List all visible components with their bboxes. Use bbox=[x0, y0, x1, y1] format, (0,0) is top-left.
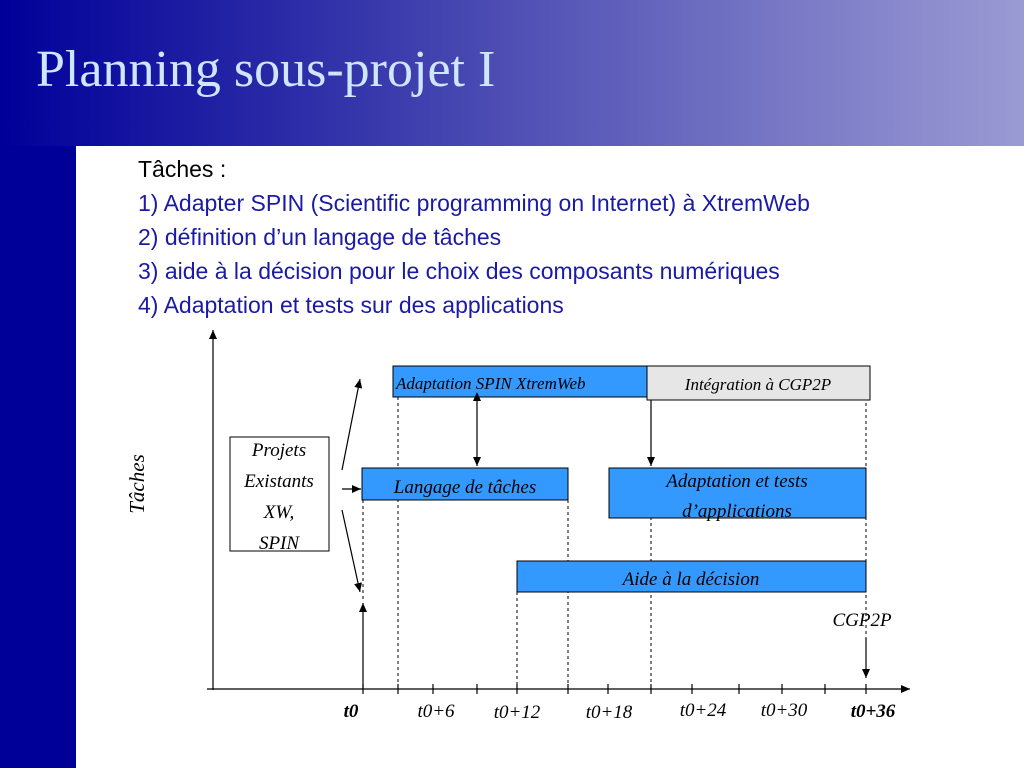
time-label-t0: t0 bbox=[344, 701, 359, 722]
time-label-t0-12: t0+12 bbox=[494, 702, 541, 723]
arrow-to-spin bbox=[341, 378, 363, 471]
task-item-1: 1) Adapter SPIN (Scientific programming … bbox=[138, 190, 810, 216]
bar-adaptation-spin-label: Adaptation SPIN XtremWeb bbox=[395, 374, 586, 393]
title-banner bbox=[0, 0, 1024, 146]
bar-adaptation-spin bbox=[392, 365, 652, 398]
task-list-heading: Tâches : bbox=[138, 156, 227, 182]
time-label-t0-6: t0+6 bbox=[417, 701, 455, 722]
bar-langage-taches-label: Langage de tâches bbox=[393, 477, 536, 498]
milestone-cgp2p-label: CGP2P bbox=[832, 610, 892, 631]
arrow-to-aide bbox=[341, 509, 362, 593]
task-item-4: 4) Adaptation et tests sur des applicati… bbox=[138, 292, 564, 318]
task-list: Tâches : 1) Adapter SPIN (Scientific pro… bbox=[138, 152, 810, 322]
existing-projects-line-2: Existants bbox=[243, 471, 314, 492]
y-axis-label: Tâches bbox=[125, 454, 149, 514]
slide-title: Planning sous-projet I bbox=[36, 41, 496, 98]
existing-projects-line-3: XW, bbox=[263, 502, 294, 523]
time-label-t0-18: t0+18 bbox=[586, 702, 633, 723]
task-item-3: 3) aide à la décision pour le choix des … bbox=[138, 258, 780, 284]
task-item-2: 2) définition d’un langage de tâches bbox=[138, 224, 502, 250]
bar-adaptation-tests-line-1: Adaptation et tests bbox=[664, 471, 807, 492]
bar-integration-cgp2p-label: Intégration à CGP2P bbox=[684, 375, 831, 394]
bar-aide-decision-label: Aide à la décision bbox=[621, 569, 760, 590]
time-label-t0-36: t0+36 bbox=[851, 701, 896, 722]
existing-projects-line-4: SPIN bbox=[259, 533, 300, 554]
bar-adaptation-tests-line-2: d’applications bbox=[682, 501, 792, 522]
bar-integration-cgp2p bbox=[646, 365, 871, 401]
footer-page-number: 29 bbox=[978, 734, 994, 751]
footer-date: 22 Novembre 2001 bbox=[88, 734, 212, 751]
time-label-t0-24: t0+24 bbox=[680, 700, 727, 721]
existing-projects-line-1: Projets bbox=[251, 440, 306, 461]
bar-langage-taches bbox=[361, 467, 569, 501]
existing-projects-box bbox=[229, 436, 330, 552]
dashed-guides bbox=[362, 397, 867, 688]
time-label-t0-30: t0+30 bbox=[761, 700, 808, 721]
footer-event: Réunion ACI GRID CGP2P bbox=[400, 734, 581, 751]
bar-aide-decision bbox=[516, 560, 867, 593]
bar-adaptation-tests bbox=[608, 467, 867, 519]
